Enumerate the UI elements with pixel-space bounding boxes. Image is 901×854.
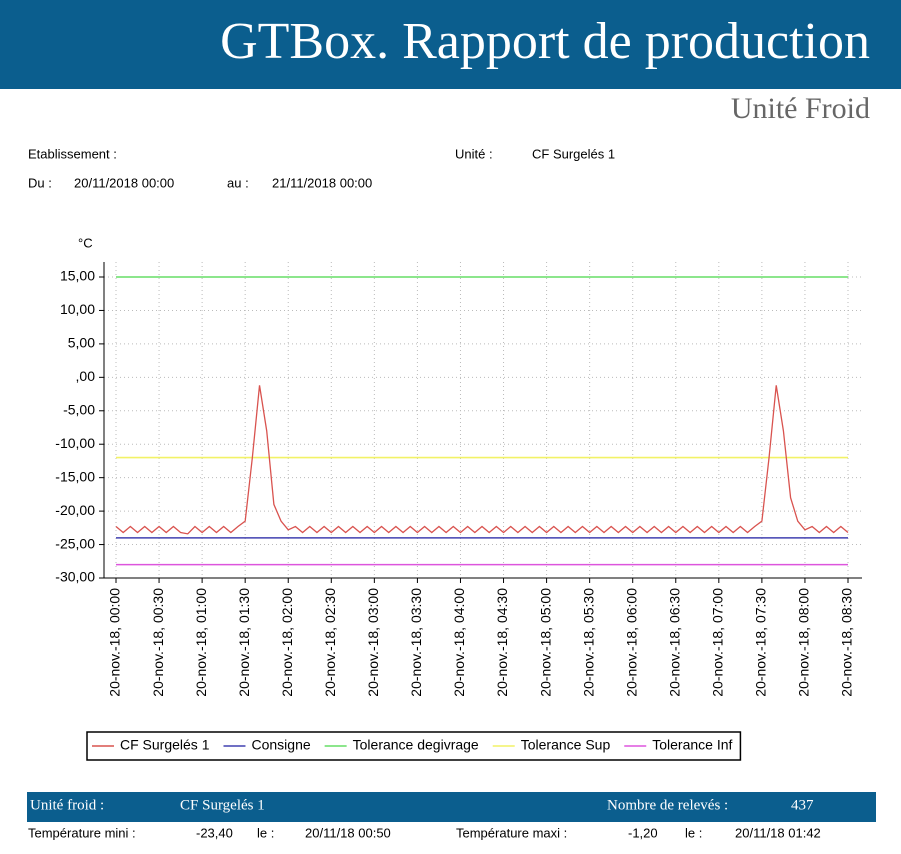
x-tick-label: 20-nov.-18, 00:30: [150, 588, 166, 697]
chart: -30,00 -25,00 -20,00 -15,00 -10,00 -5,00 ,00 5,…: [55, 262, 862, 761]
y-tick-label: -10,00: [55, 435, 95, 451]
x-tick-label: 20-nov.-18, 03:00: [365, 588, 381, 697]
x-tick-label: 20-nov.-18, 08:30: [839, 588, 855, 697]
report-subtitle: Unité Froid: [731, 92, 870, 125]
label: Etablissement :: [28, 146, 117, 161]
x-tick-label: 20-nov.-18, 07:30: [753, 588, 769, 697]
y-axis-label: °C: [78, 235, 93, 250]
legend-label: Consigne: [251, 737, 310, 753]
x-tick-label: 20-nov.-18, 03:30: [408, 588, 424, 697]
x-tick-label: 20-nov.-18, 08:00: [796, 588, 812, 697]
y-tick-label: ,00: [76, 368, 96, 384]
value: 20/11/2018 00:00: [74, 175, 174, 190]
label: Température maxi :: [456, 825, 567, 840]
x-tick-label: 20-nov.-18, 06:30: [666, 588, 682, 697]
y-tick-label: 15,00: [60, 268, 95, 284]
x-tick-label: 20-nov.-18, 04:00: [451, 588, 467, 697]
legend-label: Tolerance Sup: [521, 737, 611, 753]
value: -23,40: [196, 825, 233, 840]
footer-bar: [27, 792, 876, 822]
legend-label: Tolerance degivrage: [353, 737, 479, 753]
x-tick-label: 20-nov.-18, 02:30: [322, 588, 338, 697]
header-bar: [0, 0, 901, 89]
label: Nombre de relevés :: [607, 797, 728, 813]
value: 437: [791, 797, 814, 813]
y-tick-label: -25,00: [55, 535, 95, 551]
value: CF Surgelés 1: [180, 797, 265, 813]
legend: CF Surgelés 1 Consigne Tolerance degivrage…: [86, 731, 742, 761]
y-tick-label: -5,00: [63, 401, 95, 417]
value: 20/11/18 00:50: [305, 825, 391, 840]
label: au :: [227, 175, 249, 190]
label: le :: [685, 825, 702, 840]
y-tick-label: -20,00: [55, 502, 95, 518]
y-tick-label: -30,00: [55, 569, 95, 585]
x-tick-label: 20-nov.-18, 04:30: [494, 588, 510, 697]
x-tick-label: 20-nov.-18, 01:00: [193, 588, 209, 697]
label: Température mini :: [28, 825, 136, 840]
report-title: GTBox. Rapport de production: [220, 13, 870, 70]
value: -1,20: [628, 825, 658, 840]
y-tick-label: 10,00: [60, 301, 95, 317]
label: Unité :: [455, 146, 493, 161]
value: 20/11/18 01:42: [735, 825, 821, 840]
x-tick-label: 20-nov.-18, 06:00: [623, 588, 639, 697]
y-tick-label: -15,00: [55, 468, 95, 484]
y-tick-label: 5,00: [68, 335, 95, 351]
x-tick-label: 20-nov.-18, 05:00: [537, 588, 553, 697]
legend-label: CF Surgelés 1: [120, 737, 210, 753]
x-tick-label: 20-nov.-18, 07:00: [710, 588, 726, 697]
label: le :: [257, 825, 274, 840]
x-tick-label: 20-nov.-18, 01:30: [236, 588, 252, 697]
series-line: [115, 385, 849, 535]
x-tick-label: 20-nov.-18, 05:30: [580, 588, 596, 697]
value: CF Surgelés 1: [532, 146, 615, 161]
label: Unité froid :: [30, 797, 104, 813]
value: 21/11/2018 00:00: [272, 175, 372, 190]
legend-label: Tolerance Inf: [652, 737, 732, 753]
x-tick-label: 20-nov.-18, 02:00: [279, 588, 295, 697]
x-tick-label: 20-nov.-18, 00:00: [107, 588, 123, 697]
label: Du :: [28, 175, 52, 190]
